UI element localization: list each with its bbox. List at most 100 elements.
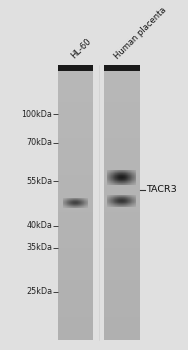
Bar xyxy=(126,176,127,177)
Bar xyxy=(110,175,111,176)
Bar xyxy=(107,178,108,179)
Bar xyxy=(122,178,123,179)
Bar xyxy=(130,172,131,173)
Bar xyxy=(107,179,108,180)
Bar xyxy=(123,182,124,183)
Bar xyxy=(120,178,121,179)
Bar xyxy=(114,170,115,171)
Bar xyxy=(131,175,132,176)
Bar xyxy=(104,294,140,299)
Bar xyxy=(134,177,135,178)
Bar xyxy=(114,183,115,184)
Bar xyxy=(123,181,124,182)
Bar xyxy=(122,175,123,176)
Bar xyxy=(118,179,119,180)
Bar xyxy=(120,175,121,176)
Bar xyxy=(123,176,124,177)
Bar xyxy=(130,184,131,185)
Bar xyxy=(135,182,136,183)
Bar xyxy=(109,174,110,175)
Bar xyxy=(122,174,123,175)
Bar xyxy=(122,171,123,172)
Bar xyxy=(104,106,140,111)
Bar xyxy=(58,175,93,180)
Bar xyxy=(120,170,121,171)
Bar xyxy=(110,171,111,172)
Bar xyxy=(58,262,93,267)
Bar xyxy=(58,267,93,271)
Bar xyxy=(118,173,119,174)
Bar xyxy=(104,79,140,84)
Bar xyxy=(108,170,109,171)
Bar xyxy=(133,174,134,175)
Bar xyxy=(58,203,93,207)
Bar xyxy=(107,184,108,185)
Bar xyxy=(128,183,129,184)
Bar xyxy=(126,178,127,179)
Bar xyxy=(130,175,131,176)
Bar xyxy=(128,172,129,173)
Bar xyxy=(116,175,117,176)
Bar xyxy=(104,111,140,116)
Bar xyxy=(123,177,124,178)
Bar xyxy=(110,182,111,183)
Bar xyxy=(113,171,114,172)
Bar xyxy=(108,171,109,172)
Bar xyxy=(133,179,134,180)
Bar xyxy=(118,177,119,178)
Bar xyxy=(104,326,140,331)
Bar xyxy=(131,176,132,177)
Bar xyxy=(112,183,113,184)
Bar xyxy=(104,170,140,175)
Bar xyxy=(110,177,111,178)
Bar xyxy=(129,182,130,183)
Bar xyxy=(131,182,132,183)
Bar xyxy=(104,289,140,294)
Bar xyxy=(133,181,134,182)
Bar xyxy=(125,183,126,184)
Bar xyxy=(133,178,134,179)
Bar xyxy=(134,171,135,172)
Bar xyxy=(115,182,116,183)
Bar xyxy=(115,174,116,175)
Bar xyxy=(114,177,115,178)
Bar xyxy=(112,174,113,175)
Bar xyxy=(123,184,124,185)
Bar xyxy=(58,88,93,93)
Bar xyxy=(127,171,128,172)
Bar xyxy=(116,180,117,181)
Bar xyxy=(122,177,123,178)
Bar xyxy=(114,178,115,179)
Bar xyxy=(109,180,110,181)
Bar xyxy=(111,177,112,178)
Bar xyxy=(135,179,136,180)
Bar xyxy=(58,129,93,134)
Bar xyxy=(104,189,140,194)
Bar xyxy=(130,178,131,179)
Bar xyxy=(104,65,140,340)
Bar xyxy=(119,184,120,185)
Bar xyxy=(131,183,132,184)
Bar xyxy=(104,317,140,322)
Bar xyxy=(58,170,93,175)
Bar xyxy=(117,170,118,171)
Bar xyxy=(112,172,113,173)
Bar xyxy=(132,170,133,171)
Bar xyxy=(134,173,135,174)
Bar xyxy=(126,175,127,176)
Bar xyxy=(125,174,126,175)
Bar xyxy=(116,182,117,183)
Bar xyxy=(125,171,126,172)
Bar xyxy=(104,216,140,221)
Bar xyxy=(114,181,115,182)
Bar xyxy=(104,244,140,248)
Bar xyxy=(104,93,140,97)
Bar xyxy=(129,184,130,185)
Bar xyxy=(104,65,140,71)
Bar xyxy=(121,178,122,179)
Bar xyxy=(134,170,135,171)
Bar xyxy=(122,183,123,184)
Bar xyxy=(124,175,125,176)
Bar xyxy=(117,182,118,183)
Bar xyxy=(113,174,114,175)
